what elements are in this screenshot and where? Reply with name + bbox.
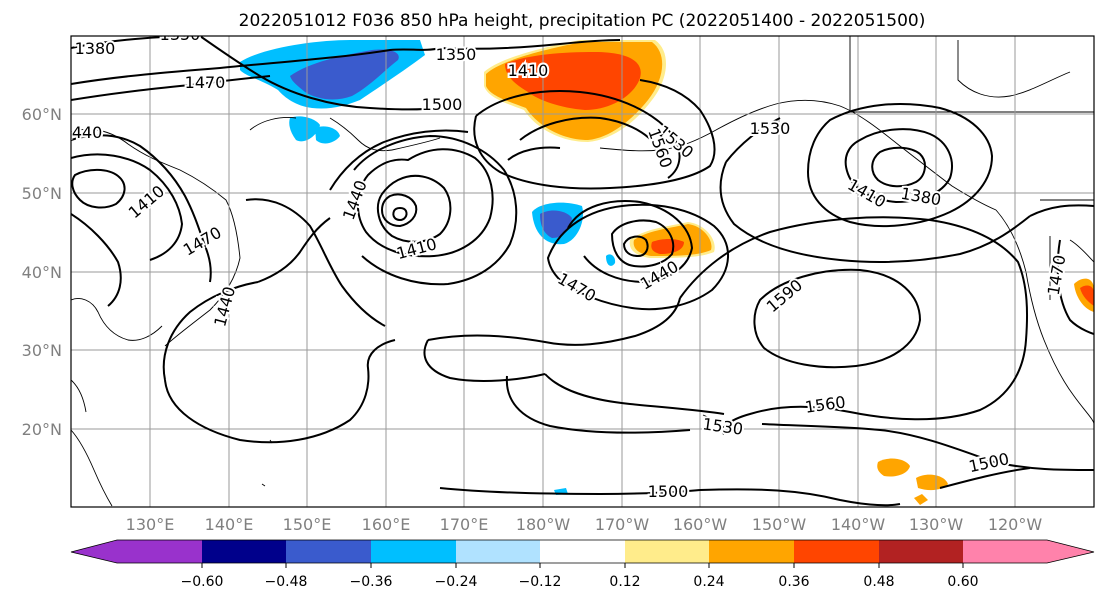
colorbar-segment	[794, 540, 880, 563]
contour-label: 1410	[125, 181, 168, 222]
contour-label: 1560	[804, 392, 847, 416]
longitude-label: 160°W	[673, 515, 728, 534]
colorbar-tick-label: 0.36	[778, 574, 809, 590]
graticule	[71, 36, 1094, 507]
longitude-label: 140°E	[205, 515, 254, 534]
latitude-labels: 60°N 50°N 40°N 30°N 20°N	[22, 105, 62, 439]
map-title: 2022051012 F036 850 hPa height, precipit…	[239, 11, 926, 31]
colorbar-segment	[371, 540, 457, 563]
colorbar-tick-label: 0.24	[693, 574, 724, 590]
contour-label: 1410	[844, 175, 889, 212]
contour-label: 1410	[508, 61, 549, 80]
longitude-label: 150°W	[752, 515, 807, 534]
latitude-label: 40°N	[22, 263, 62, 282]
colorbar-segment	[202, 540, 287, 563]
contour-label: 1500	[422, 95, 463, 114]
latitude-label: 50°N	[22, 184, 62, 203]
colorbar-segment	[286, 540, 372, 563]
longitude-label: 170°E	[440, 515, 489, 534]
colorbar-segment	[1047, 540, 1094, 563]
colorbar-outline	[70, 539, 1095, 564]
longitude-label: 170°W	[595, 515, 650, 534]
latitude-label: 30°N	[22, 341, 62, 360]
colorbar-ticks	[201, 563, 964, 568]
contour-label: 1440	[62, 123, 103, 142]
longitude-labels: 130°E 140°E 150°E 160°E 170°E 180°W 170°…	[126, 515, 1043, 534]
colorbar-tick-label: −0.48	[265, 574, 308, 590]
colorbar-tick-label: 0.12	[609, 574, 640, 590]
contour-label: 1470	[185, 73, 226, 92]
colorbar-segment	[456, 540, 541, 563]
longitude-label: 130°E	[126, 515, 175, 534]
contour-label: 1590	[763, 275, 806, 316]
contour-label: 1410	[394, 234, 438, 263]
longitude-label: 130°W	[909, 515, 964, 534]
contour-label: 1440	[339, 178, 371, 223]
colorbar-tick-label: −0.24	[435, 574, 478, 590]
colorbar-segment	[879, 540, 964, 563]
colorbar-segment	[117, 540, 203, 563]
longitude-label: 150°E	[283, 515, 332, 534]
contour-label: 1350	[160, 25, 201, 44]
longitude-label: 180°W	[516, 515, 571, 534]
colorbar-tick-label: 0.60	[947, 574, 978, 590]
contour-label: 1530	[750, 119, 791, 138]
latitude-label: 60°N	[22, 105, 62, 124]
contour-label: 1350	[436, 45, 477, 64]
height-contours	[71, 36, 1094, 507]
colorbar-segment	[71, 540, 118, 563]
colorbar-segment	[709, 540, 795, 563]
longitude-label: 120°W	[988, 515, 1043, 534]
precipitation-shading	[240, 40, 1094, 505]
colorbar: −0.60 −0.48 −0.36 −0.24 −0.12 0.12 0.24 …	[70, 539, 1095, 590]
contour-label: 1470	[554, 269, 599, 306]
map-frame	[70, 35, 1095, 508]
colorbar-tick-label: 0.48	[863, 574, 894, 590]
contour-label: 1470	[1044, 253, 1070, 296]
contour-label: 1440	[210, 284, 239, 328]
contour-label: 1380	[75, 39, 116, 58]
longitude-label: 160°E	[362, 515, 411, 534]
colorbar-tick-label: −0.60	[181, 574, 224, 590]
contour-label: 1500	[648, 482, 689, 501]
latitude-label: 20°N	[22, 420, 62, 439]
colorbar-tick-label: −0.36	[350, 574, 393, 590]
colorbar-segment	[540, 540, 626, 563]
longitude-label: 140°W	[831, 515, 886, 534]
contour-labels: 1380 1350 1470 1350 1410 1500 1530 1560 …	[62, 25, 1071, 503]
colorbar-segment	[963, 540, 1048, 563]
colorbar-segment	[625, 540, 710, 563]
colorbar-tick-label: −0.12	[519, 574, 562, 590]
contour-label: 1470	[180, 223, 225, 260]
